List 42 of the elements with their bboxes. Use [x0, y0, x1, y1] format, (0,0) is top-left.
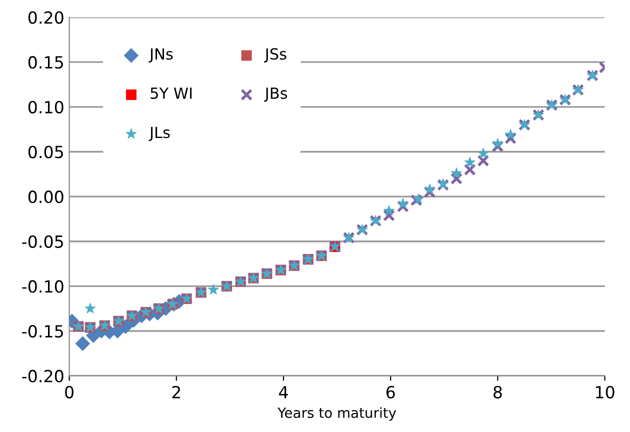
- y-tick-label: -0.15: [22, 324, 63, 338]
- point: [492, 140, 504, 152]
- point: [424, 184, 436, 194]
- y-tick-label: -0.20: [22, 370, 64, 382]
- legend-label: JNs: [148, 48, 173, 63]
- y-tick-label: 0.05: [28, 146, 63, 158]
- point: [397, 198, 408, 208]
- point: [451, 168, 462, 178]
- point: [382, 209, 396, 222]
- legend-label: JLs: [148, 126, 170, 142]
- point: [412, 194, 424, 204]
- point: [75, 336, 90, 351]
- x-tick-label: 6: [386, 386, 395, 398]
- y-tick-label: 0.10: [28, 100, 64, 114]
- y-tick-label: -0.10: [22, 280, 64, 293]
- point: [504, 132, 517, 144]
- point: [424, 186, 436, 198]
- point: [84, 302, 96, 314]
- point: [478, 148, 489, 158]
- point: [505, 128, 516, 140]
- x-tick-label: 10: [596, 386, 614, 398]
- legend-label: 5Y WI: [150, 88, 192, 99]
- y-tick-label: 0.15: [28, 56, 63, 69]
- point: [477, 154, 490, 167]
- x-tick-label: 0: [65, 386, 74, 398]
- point: [384, 205, 394, 216]
- point: [410, 194, 422, 206]
- point: [492, 138, 504, 148]
- x-tick-label: 2: [172, 386, 180, 398]
- x-tick-label: 4: [279, 386, 288, 398]
- y-tick-label: 0.00: [28, 190, 64, 204]
- point: [464, 164, 476, 176]
- point: [464, 156, 476, 168]
- point: [450, 172, 463, 185]
- x-tick-label: 8: [494, 386, 502, 398]
- legend-label: JBs: [264, 88, 288, 102]
- y-tick-label: -0.05: [22, 235, 63, 248]
- point: [208, 284, 219, 294]
- point: [396, 200, 409, 212]
- x-axis-title: Years to maturity: [278, 407, 396, 421]
- legend-label: JSs: [264, 48, 286, 63]
- y-tick-label: 0.20: [28, 11, 64, 24]
